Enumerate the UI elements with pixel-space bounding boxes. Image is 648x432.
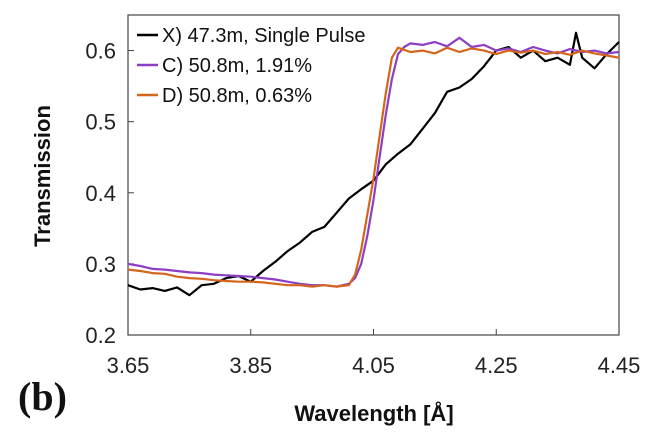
y-axis-ticks: 0.2 0.3 0.4 0.5 0.6: [85, 39, 134, 348]
x-tick-label: 4.05: [352, 353, 395, 378]
y-axis-title: Transmission: [30, 105, 55, 247]
y-tick-label: 0.4: [85, 181, 116, 206]
panel-label: (b): [18, 374, 67, 419]
series-lines: [127, 31, 620, 297]
y-tick-label: 0.6: [85, 39, 116, 64]
legend: X) 47.3m, Single Pulse C) 50.8m, 1.91% D) …: [137, 25, 365, 107]
series-line-2: [127, 46, 620, 288]
legend-entry-label: X) 47.3m, Single Pulse: [162, 25, 365, 47]
x-tick-label: 3.65: [107, 353, 150, 378]
x-tick-label: 3.85: [229, 353, 272, 378]
x-axis-ticks: 3.65 3.85 4.05 4.25 4.45: [107, 329, 641, 378]
legend-entry-label: D) 50.8m, 0.63%: [162, 85, 312, 107]
legend-entry-label: C) 50.8m, 1.91%: [162, 55, 312, 77]
series-line-1: [127, 36, 620, 288]
y-tick-label: 0.3: [85, 252, 116, 277]
x-tick-label: 4.25: [475, 353, 518, 378]
y-tick-label: 0.2: [85, 323, 116, 348]
x-axis-title: Wavelength [Å]: [294, 400, 453, 426]
y-tick-label: 0.5: [85, 110, 116, 135]
x-tick-label: 4.45: [598, 353, 641, 378]
series-line-0: [127, 31, 620, 297]
